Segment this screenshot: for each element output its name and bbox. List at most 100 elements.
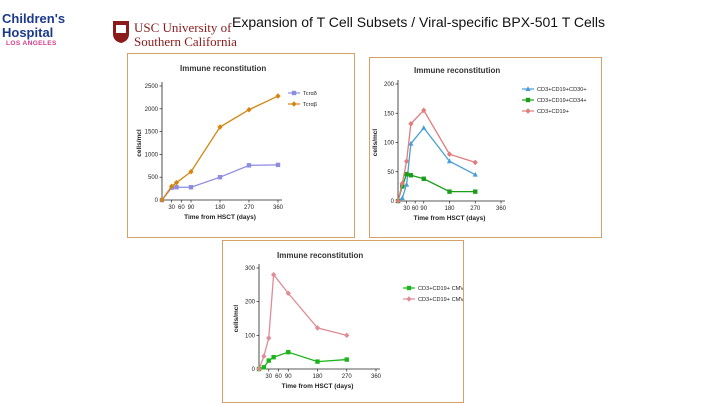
chart-3-x-axis-label: Time from HSCT (days) [282, 383, 354, 390]
chart-tcr-svg: Immune reconstitution 0 500 1000 1500 2000 250… [136, 64, 317, 221]
chart-2-x-tick-label: 60 [412, 206, 419, 212]
chart-3-series-1-point [266, 358, 271, 363]
chart-2-legend-label: CD3+CD19+CD30+ [537, 87, 587, 93]
chart-2-series-1-point [403, 181, 410, 187]
logo-chla-name: Children's Hospital [2, 11, 66, 40]
chart-2-series-3-point [446, 151, 453, 157]
chart-2-y-tick-label: 200 [384, 82, 395, 88]
chart-2-series-2-point [404, 171, 409, 177]
chart-3-series-2-point [314, 325, 321, 331]
logo-chla-sub: LOS ANGELES [6, 40, 57, 47]
chart-3-series-2-point [344, 332, 350, 339]
logo-usc-line1: USC University of [134, 20, 232, 35]
chart-2-series-1-point [472, 171, 478, 177]
chart-2-legend-label: CD3+CD19+ [537, 109, 569, 115]
chart-1-series-2-point [159, 197, 165, 203]
chart-3-legend-swatch-marker [406, 285, 412, 291]
childrens-hospital-logo: Children's Hospital LOS ANGELES [2, 12, 104, 48]
chart-1-x-tick-label: 90 [188, 205, 195, 211]
chart-1-series-2-point [173, 179, 180, 186]
chart-3-series-2-point [261, 353, 267, 360]
chart-2-series-1-point [421, 125, 427, 130]
chart-3-series-1-line [258, 351, 347, 370]
chart-1-legend-swatch-marker [291, 90, 297, 96]
chart-3-x-tick-label: 90 [285, 374, 292, 380]
chart-2-legend-swatch-marker [525, 97, 531, 103]
chart-3-x-tick-label: 180 [312, 374, 323, 380]
chart-2-y-tick-label: 150 [384, 111, 395, 117]
chart-2-series-1-point [446, 158, 453, 164]
chart-1-y-axis-label: cells/mcl [136, 129, 143, 157]
chart-1-legend-swatch-marker [291, 101, 297, 107]
chart-1-series-2-point [246, 106, 252, 113]
chart-2-series-2-point [408, 173, 414, 178]
chart-1-title: Immune reconstitution [180, 64, 266, 73]
chart-2-series-3-point [472, 159, 478, 166]
chart-panel-tcr: Immune reconstitution 0 500 1000 1500 2000 250… [127, 53, 355, 238]
chart-2-x-tick-label: 360 [496, 206, 507, 212]
chart-2-x-tick-label: 270 [470, 206, 481, 212]
chart-1-series-2-point [275, 93, 281, 99]
chart-3-x-tick-label: 30 [265, 374, 272, 380]
chart-3-series-2-point [271, 271, 277, 278]
chart-3-series-1-point [315, 359, 320, 364]
chart-1-series-1-point [246, 163, 252, 168]
chart-1-series-1-point [217, 175, 223, 180]
chart-3-legend-label: CD3+CD19+ CMV+ [418, 297, 463, 303]
chart-2-series-2-point [400, 184, 405, 189]
chart-3-series-1-point [344, 357, 349, 362]
chart-1-series-2-line [161, 95, 279, 201]
chart-panel-cmv: Immune reconstitution 0 100 200 300 30 60 90 180… [222, 240, 464, 403]
chart-2-series-2-point [473, 189, 478, 194]
chart-2-series-1-point [399, 195, 405, 201]
chart-1-legend-label: Tcrαβ [303, 102, 317, 108]
chart-cmv-svg: Immune reconstitution 0 100 200 300 30 60 90 180… [233, 251, 463, 390]
usc-seal-icon [113, 21, 129, 43]
chart-2-x-tick-label: 90 [420, 206, 427, 212]
chart-1-series-2-point [169, 183, 175, 190]
chart-1-y-tick-label: 2500 [145, 84, 159, 90]
chart-1-series-1-line [161, 164, 279, 201]
chart-2-y-tick-label: 100 [384, 141, 395, 147]
chart-1-x-axis-label: Time from HSCT (days) [184, 214, 256, 221]
chart-3-series-1-point [261, 365, 267, 370]
chart-1-legend-label: Tcrαδ [303, 91, 317, 97]
chart-3-series-2-point [285, 290, 291, 297]
chart-3-x-tick-label: 270 [342, 374, 353, 380]
chart-2-series-3-point [395, 198, 401, 204]
chart-cd19-subsets-svg: Immune reconstitution 0 50 100 150 200 30 60 90 1… [372, 66, 587, 222]
chart-2-x-tick-label: 180 [444, 206, 455, 212]
chart-2-title: Immune reconstitution [414, 66, 500, 75]
chart-2-series-3-point [421, 107, 427, 114]
chart-3-x-tick-label: 360 [371, 374, 382, 380]
chart-1-series-1-point [275, 162, 281, 168]
chart-3-legend-label: CD3+CD19+ CMV- [418, 286, 463, 292]
chart-3-series-1-point [271, 355, 276, 360]
chart-1-y-tick-label: 1000 [145, 152, 159, 158]
chart-3-series-1-point [286, 349, 291, 355]
chart-3-series-2-point [266, 335, 272, 341]
chart-1-y-tick-label: 2000 [145, 107, 159, 113]
chart-2-legend-swatch-marker [525, 108, 531, 114]
chart-2-x-tick-label: 30 [403, 206, 410, 212]
chart-1-series-1-point [188, 185, 194, 190]
chart-1-x-tick-label: 60 [178, 205, 185, 211]
chart-3-legend-swatch-marker [406, 296, 412, 302]
chart-2-series-2-point [447, 189, 452, 194]
chart-3-y-tick-label: 300 [245, 266, 256, 272]
chart-1-series-2-point [217, 124, 223, 130]
chart-1-x-tick-label: 360 [273, 205, 284, 211]
chart-3-y-tick-label: 100 [245, 333, 256, 339]
chart-2-legend-label: CD3+CD19+CD34+ [537, 98, 587, 104]
chart-1-x-tick-label: 30 [168, 205, 175, 211]
chart-1-x-tick-label: 270 [244, 205, 255, 211]
chart-3-y-tick-label: 0 [252, 367, 256, 373]
chart-2-series-1-point [408, 140, 414, 146]
chart-3-x-tick-label: 60 [275, 374, 282, 380]
chart-2-series-2-point [421, 176, 426, 181]
chart-3-series-2-line [258, 273, 347, 370]
chart-2-y-axis-label: cells/mcl [372, 129, 379, 157]
chart-1-series-1-point [174, 185, 179, 190]
chart-1-y-tick-label: 500 [148, 175, 159, 181]
logo-usc-line2: Southern California [134, 34, 237, 49]
